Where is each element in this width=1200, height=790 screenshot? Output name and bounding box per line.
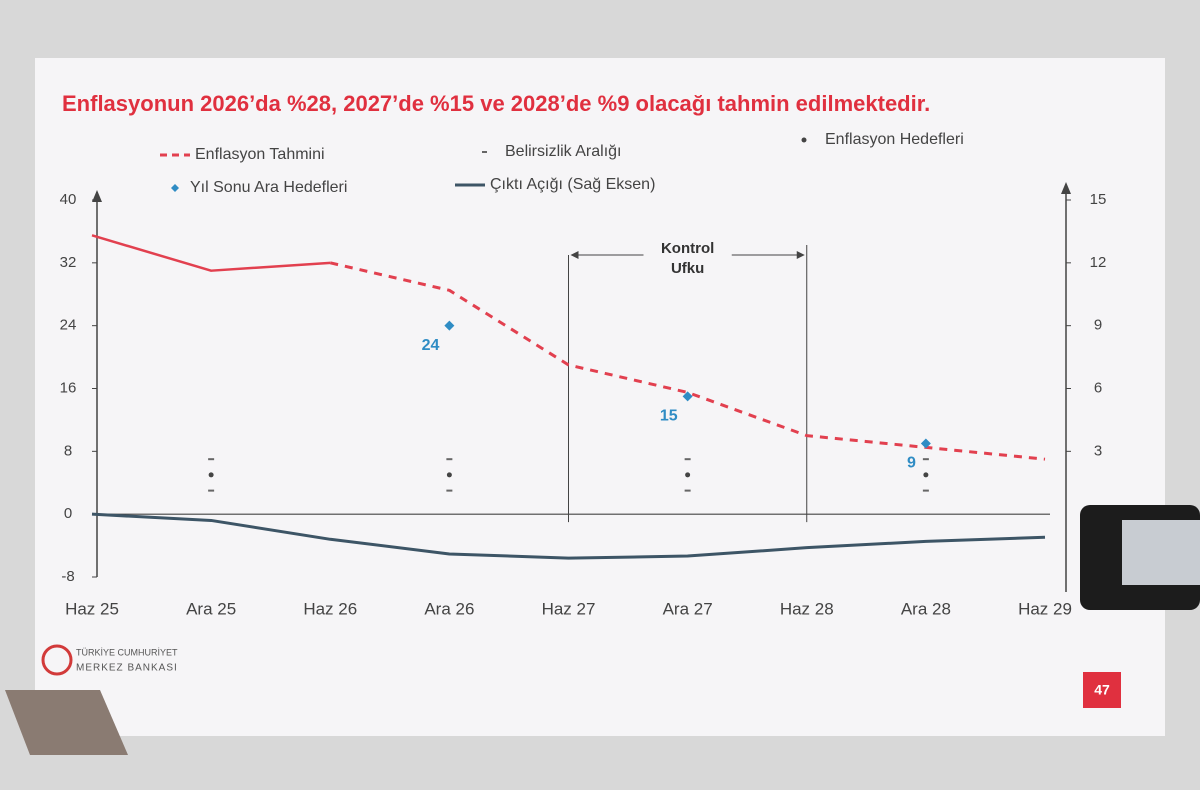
page-number: 47 [1094, 682, 1110, 698]
x-tick-label: Ara 27 [663, 599, 713, 618]
data-label: 24 [422, 337, 440, 354]
target-dot [923, 472, 929, 478]
x-tick-label: Ara 26 [424, 599, 474, 618]
legend-swatch [171, 184, 179, 192]
annotation-arrowhead [570, 251, 579, 259]
legend-label: Yıl Sonu Ara Hedefleri [190, 179, 347, 196]
logo [41, 644, 73, 676]
legend-item: Enflasyon Hedefleri [801, 131, 964, 148]
y2-axis-arrow [1061, 182, 1071, 194]
legend-label: Enflasyon Tahmini [195, 146, 325, 163]
target-diamond [920, 438, 931, 449]
target-dot [685, 472, 691, 478]
y2-tick-label: 12 [1090, 254, 1107, 271]
page-number-box [1083, 672, 1121, 708]
data-label: 9 [907, 455, 916, 472]
target-diamond [444, 320, 455, 331]
y2-tick-label: 3 [1094, 442, 1102, 459]
y2-tick-label: 9 [1094, 317, 1102, 334]
y-axis-arrow [92, 190, 102, 202]
legend-item: Belirsizlik Aralığı [482, 143, 621, 160]
legend-swatch [801, 137, 807, 143]
annotation-arrowhead [796, 251, 805, 259]
plot: -8 0 8 16 24 32 40 3 6 9 12 15 Haz 25 Ara 25 Haz 26 Ara… [60, 131, 1107, 618]
x-tick-label: Haz 27 [542, 599, 596, 618]
target-diamond [682, 391, 693, 402]
series-line [91, 234, 331, 272]
x-tick-label: Haz 26 [303, 599, 357, 618]
y-tick-label: 24 [60, 317, 77, 334]
series-line [91, 512, 1046, 560]
x-tick-label: Haz 25 [65, 599, 119, 618]
y-tick-label: 32 [60, 254, 77, 271]
y-tick-label: 16 [60, 379, 77, 396]
target-dot [446, 472, 452, 478]
y2-tick-label: 15 [1090, 191, 1107, 208]
org-line2: MERKEZ BANKASI [76, 663, 178, 674]
legend: Enflasyon Tahmini Belirsizlik Aralığı Enfl… [160, 131, 964, 196]
target-dot [208, 472, 214, 478]
x-tick-label: Haz 29 [1018, 599, 1072, 618]
x-tick-label: Ara 28 [901, 599, 951, 618]
x-tick-label: Haz 28 [780, 599, 834, 618]
slide [35, 58, 1165, 736]
org-line1: TÜRKİYE CUMHURİYET [76, 647, 178, 657]
legend-item: Çıktı Açığı (Sağ Eksen) [455, 176, 655, 193]
legend-label: Çıktı Açığı (Sağ Eksen) [490, 176, 655, 193]
data-label: 15 [660, 408, 678, 425]
y-tick-label: 8 [64, 442, 72, 459]
x-tick-label: Ara 25 [186, 599, 236, 618]
y-tick-label: 40 [60, 191, 77, 208]
annotation-text: Ufku [671, 260, 704, 277]
legend-item: Enflasyon Tahmini [160, 146, 325, 163]
legend-item: Yıl Sonu Ara Hedefleri [171, 179, 347, 196]
y2-tick-label: 6 [1094, 379, 1102, 396]
annotation-text: Kontrol [661, 240, 714, 257]
lectern [5, 690, 128, 755]
y-tick-label: 0 [64, 505, 72, 522]
y-tick-label: -8 [61, 568, 74, 585]
camera-screen [1122, 520, 1200, 585]
chart-title: Enflasyonun 2026’da %28, 2027’de %15 ve … [62, 91, 930, 116]
legend-label: Enflasyon Hedefleri [825, 131, 964, 148]
legend-label: Belirsizlik Aralığı [505, 143, 621, 160]
